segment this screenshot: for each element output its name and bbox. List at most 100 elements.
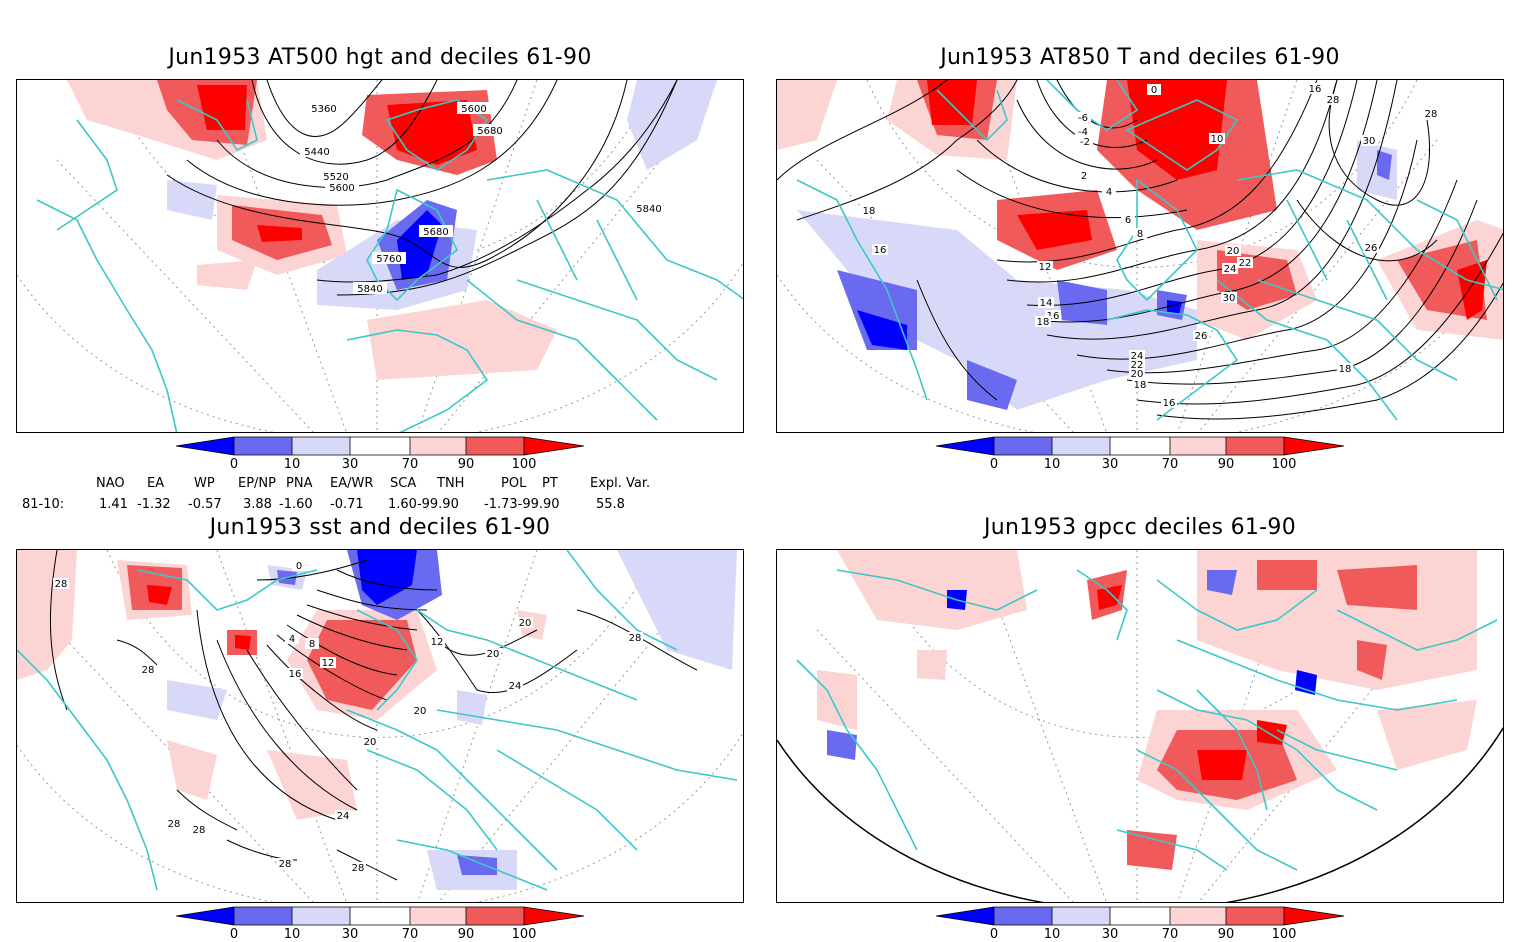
colorbar-tick: 70 — [402, 927, 419, 942]
index-value-pol-pt: -1.73-99.90 — [484, 497, 560, 512]
index-header-tnh: TNH — [437, 476, 465, 491]
index-value-epnp: 3.88 — [243, 497, 272, 512]
contour-label: 18 — [1339, 364, 1352, 375]
colorbar-tick: 70 — [1162, 927, 1179, 942]
contour-label: 5600 — [461, 104, 486, 115]
contour-label: 5840 — [357, 284, 382, 295]
contour-label: 30 — [1363, 136, 1376, 147]
colorbar-tick: 10 — [1044, 927, 1061, 942]
index-header-ea: EA — [147, 476, 165, 491]
colorbar-tick: 100 — [1272, 457, 1297, 472]
contour-label: 24 — [1224, 264, 1237, 275]
index-header-pol: POL — [501, 476, 527, 491]
map-at500-svg: 5360 5440 5520 5600 5600 5680 5680 5760 … — [17, 80, 743, 432]
colorbar-tick: 90 — [1218, 457, 1235, 472]
contour-label: 26 — [1195, 331, 1208, 342]
map-panel-sst: 0 4 8 12 16 20 24 28 28 28 28 12 20 24 2… — [16, 549, 744, 903]
contour-label: 20 — [414, 706, 427, 717]
contour-label: 0 — [296, 561, 302, 572]
contour-label: 5840 — [636, 204, 661, 215]
index-value-sca-tnh: 1.60-99.90 — [388, 497, 459, 512]
contour-label: 0 — [1151, 85, 1157, 96]
contour-label: 5360 — [311, 104, 336, 115]
index-header-epnp: EP/NP — [238, 476, 276, 491]
contour-label: 30 — [1223, 293, 1236, 304]
colorbar-tick: 10 — [284, 457, 301, 472]
colorbar-1: 0 10 30 70 90 100 — [175, 436, 585, 472]
contour-label: 18 — [1037, 317, 1050, 328]
colorbar-tick: 100 — [512, 457, 537, 472]
contour-label: 5520 — [323, 172, 348, 183]
panel-title-4: Jun1953 gpcc deciles 61-90 — [983, 515, 1296, 540]
colorbar-tick: 0 — [230, 927, 238, 942]
colorbar-tick: 0 — [230, 457, 238, 472]
contour-label: 24 — [509, 681, 522, 692]
contour-label: 28 — [55, 579, 68, 590]
colorbar-tick: 10 — [1044, 457, 1061, 472]
contour-label: 12 — [1039, 262, 1052, 273]
colorbar-tick: 30 — [1102, 457, 1119, 472]
contour-label: 24 — [337, 811, 350, 822]
contour-label: 5440 — [304, 147, 329, 158]
contour-label: 12 — [322, 658, 335, 669]
colorbar-3: 0 10 30 70 90 100 — [175, 906, 585, 942]
contour-label: 26 — [1365, 243, 1378, 254]
contour-label: 6 — [1125, 215, 1131, 226]
contour-label: 20 — [519, 618, 532, 629]
map-panel-gpcc — [776, 549, 1504, 903]
panel-title-2: Jun1953 AT850 T and deciles 61-90 — [940, 45, 1340, 70]
contour-label: 5760 — [376, 254, 401, 265]
contour-label: -4 — [1078, 127, 1088, 138]
contour-label: 16 — [874, 245, 887, 256]
contour-label: 20 — [1227, 246, 1240, 257]
colorbar-tick: 30 — [342, 927, 359, 942]
index-row-label: 81-10: — [22, 497, 65, 512]
contour-label: 18 — [863, 206, 876, 217]
colorbar-tick: 100 — [1272, 927, 1297, 942]
contour-label: 2 — [1081, 171, 1087, 182]
index-value-eawr: -0.71 — [330, 497, 364, 512]
contour-label: 20 — [487, 649, 500, 660]
contour-label: 10 — [1211, 134, 1224, 145]
contour-label: 4 — [1106, 187, 1112, 198]
colorbar-tick: 70 — [402, 457, 419, 472]
contour-label: 28 — [142, 665, 155, 676]
colorbar-2: 0 10 30 70 90 100 — [935, 436, 1345, 472]
contour-label: 16 — [289, 669, 302, 680]
map-panel-at500: 5360 5440 5520 5600 5600 5680 5680 5760 … — [16, 79, 744, 433]
contour-label: 16 — [1163, 398, 1176, 409]
colorbar-tick: 90 — [458, 457, 475, 472]
contour-label: 22 — [1239, 258, 1252, 269]
contour-label: 24 — [1131, 351, 1144, 362]
contour-label: 28 — [279, 859, 292, 870]
index-header-sca: SCA — [390, 476, 417, 491]
contour-label: -6 — [1078, 113, 1088, 124]
index-value-wp: -0.57 — [188, 497, 222, 512]
contour-label: 20 — [364, 737, 377, 748]
contour-label: 16 — [1047, 311, 1060, 322]
map-at850-svg: 0 -6 -4 -2 2 4 6 8 10 12 14 16 18 18 20 … — [777, 80, 1503, 432]
panel-title-1: Jun1953 AT500 hgt and deciles 61-90 — [168, 45, 592, 70]
contour-label: 28 — [193, 825, 206, 836]
colorbar-tick: 30 — [1102, 927, 1119, 942]
colorbar-tick: 70 — [1162, 457, 1179, 472]
contour-label: 28 — [629, 633, 642, 644]
contour-label: 16 — [1309, 84, 1322, 95]
panel-title-3: Jun1953 sst and deciles 61-90 — [209, 515, 551, 540]
contour-label: 5600 — [329, 183, 354, 194]
index-header-wp: WP — [194, 476, 215, 491]
map-sst-svg: 0 4 8 12 16 20 24 28 28 28 28 12 20 24 2… — [17, 550, 743, 902]
index-value-pna: -1.60 — [279, 497, 313, 512]
contour-label: 18 — [1134, 380, 1147, 391]
index-header-pt: PT — [542, 476, 558, 491]
index-header-explvar: Expl. Var. — [590, 476, 651, 491]
map-gpcc-svg — [777, 550, 1503, 902]
contour-label: 20 — [1131, 369, 1144, 380]
index-header-eawr: EA/WR — [330, 476, 374, 491]
index-value-explvar: 55.8 — [596, 497, 625, 512]
colorbar-tick: 100 — [512, 927, 537, 942]
contour-label: 5680 — [423, 227, 448, 238]
contour-label: -2 — [1080, 137, 1090, 148]
contour-label: 28 — [352, 863, 365, 874]
map-panel-at850: 0 -6 -4 -2 2 4 6 8 10 12 14 16 18 18 20 … — [776, 79, 1504, 433]
